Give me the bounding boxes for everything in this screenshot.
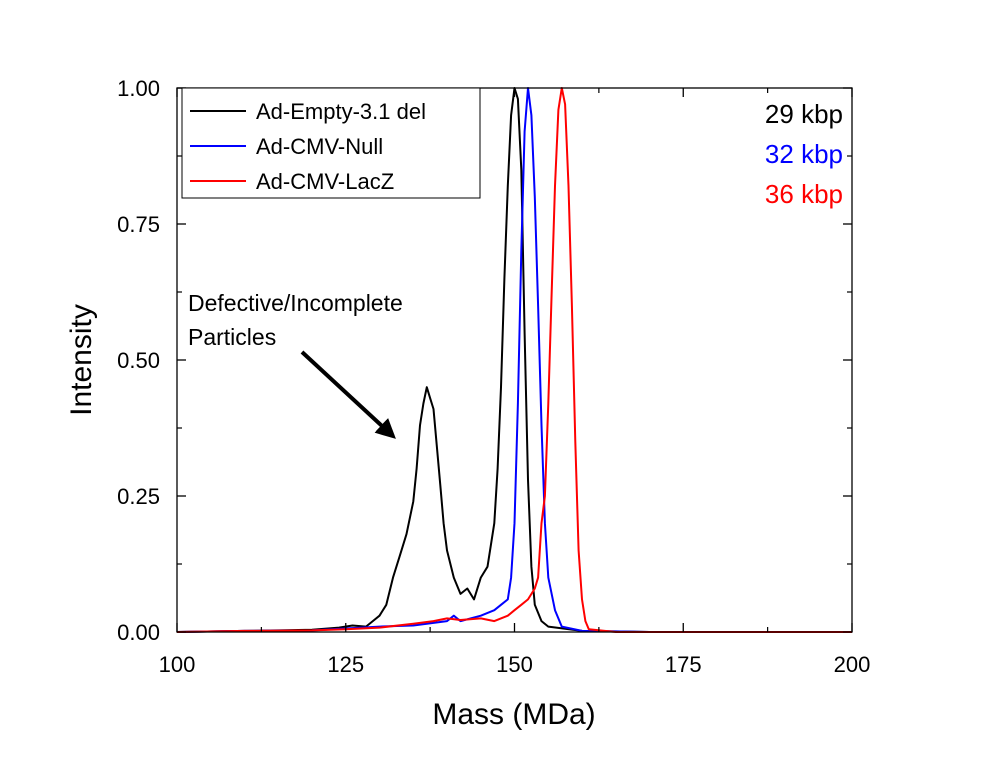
- y-axis-label: Intensity: [65, 304, 98, 416]
- y-axis-ticks: 0.00 0.25 0.50 0.75 1.00: [117, 76, 852, 645]
- x-axis-label: Mass (MDa): [432, 698, 595, 731]
- legend-label-ad-empty: Ad-Empty-3.1 del: [256, 99, 426, 124]
- x-tick-label: 200: [834, 652, 871, 677]
- arrow-label-line-2: Particles: [188, 324, 276, 350]
- x-tick-label: 100: [159, 652, 196, 677]
- series-layer: [176, 87, 852, 633]
- y-tick-label: 0.25: [117, 484, 160, 509]
- y-tick-label: 0.75: [117, 212, 160, 237]
- series-line-2: [176, 87, 852, 633]
- legend-box: [181, 87, 481, 199]
- y-tick-label: 0.00: [117, 620, 160, 645]
- y-tick-label: 0.50: [117, 348, 160, 373]
- legend: Ad-Empty-3.1 del Ad-CMV-Null Ad-CMV-LacZ: [181, 87, 481, 199]
- series-line-0: [176, 87, 852, 633]
- annotation-arrow: [300, 350, 396, 439]
- x-tick-label: 125: [327, 652, 364, 677]
- annotation-32-kbp: 32 kbp: [765, 139, 843, 169]
- series-line-1: [176, 87, 852, 633]
- annotation-36-kbp: 36 kbp: [765, 179, 843, 209]
- y-tick-label: 1.00: [117, 76, 160, 101]
- annotation-29-kbp: 29 kbp: [765, 99, 843, 129]
- legend-label-ad-cmv-lacz: Ad-CMV-LacZ: [256, 169, 394, 194]
- arrow-label-line-1: Defective/Incomplete: [188, 290, 403, 316]
- x-tick-label: 150: [496, 652, 533, 677]
- legend-label-ad-cmv-null: Ad-CMV-Null: [256, 134, 383, 159]
- x-tick-label: 175: [665, 652, 702, 677]
